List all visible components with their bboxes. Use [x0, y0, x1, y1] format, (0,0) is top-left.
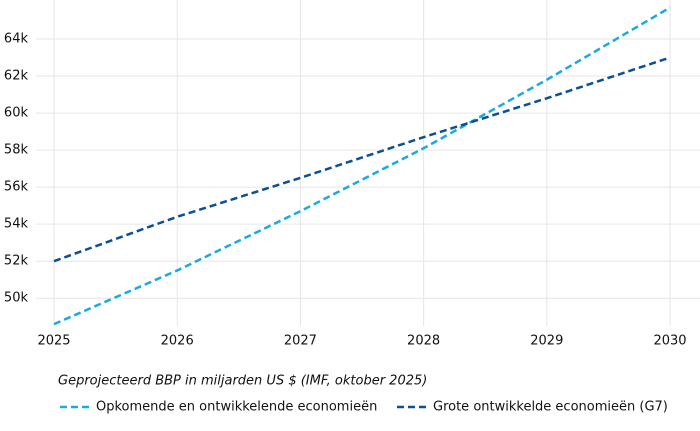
y-tick-label: 64k	[4, 32, 29, 47]
x-tick-label: 2029	[530, 334, 563, 349]
y-tick-label: 52k	[4, 254, 29, 269]
x-tick-label: 2026	[161, 334, 194, 349]
legend-label: Grote ontwikkelde economieën (G7)	[433, 400, 668, 415]
y-tick-label: 58k	[4, 143, 29, 158]
series-line	[53, 6, 671, 326]
y-tick-label: 56k	[4, 180, 29, 195]
x-tick-label: 2025	[37, 334, 70, 349]
y-tick-label: 54k	[4, 217, 29, 232]
x-tick-label: 2027	[284, 334, 317, 349]
legend-label: Opkomende en ontwikkelende economieën	[96, 400, 377, 415]
x-tick-label: 2028	[407, 334, 440, 349]
series-line	[53, 56, 671, 263]
y-tick-label: 60k	[4, 106, 29, 121]
x-tick-label: 2030	[653, 334, 686, 349]
y-tick-label: 50k	[4, 291, 29, 306]
chart-subtitle: Geprojecteerd BBP in miljarden US $ (IMF…	[58, 374, 427, 389]
y-tick-label: 62k	[4, 69, 29, 84]
